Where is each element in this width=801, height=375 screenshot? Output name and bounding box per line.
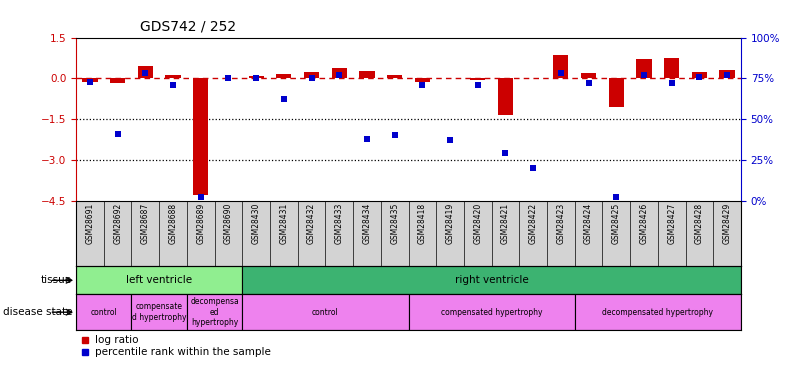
Point [111,131,124,137]
Point [666,80,678,86]
Text: GSM28429: GSM28429 [723,202,731,244]
Bar [304,72,319,78]
Text: GSM28430: GSM28430 [252,202,260,244]
Bar [110,78,125,83]
Point [471,82,484,88]
Point [167,82,179,88]
Bar [360,70,375,78]
Point [277,96,290,102]
Text: GSM28419: GSM28419 [445,202,454,244]
Point [250,75,263,81]
Bar [242,294,409,330]
Bar [409,294,575,330]
Point [360,136,373,142]
Bar [387,75,402,78]
Text: right ventricle: right ventricle [455,275,529,285]
Text: compensate
d hypertrophy: compensate d hypertrophy [132,303,187,322]
Text: compensated hypertrophy: compensated hypertrophy [441,308,542,316]
Bar [498,78,513,115]
Bar [193,78,208,195]
Point [83,78,96,84]
Point [388,132,401,138]
Bar [553,55,569,78]
Text: decompensa
ed
hypertrophy: decompensa ed hypertrophy [190,297,239,327]
Text: GSM28425: GSM28425 [612,202,621,244]
Point [527,165,540,171]
Bar [719,70,735,78]
Point [582,80,595,86]
Point [333,72,346,78]
Bar [332,68,347,78]
Bar [83,78,98,82]
Text: GSM28687: GSM28687 [141,202,150,244]
Text: control: control [91,308,117,316]
Text: GSM28689: GSM28689 [196,202,205,244]
Bar [76,294,131,330]
Text: GSM28688: GSM28688 [168,202,178,244]
Text: GSM28691: GSM28691 [86,202,95,244]
Text: GSM28422: GSM28422 [529,202,537,244]
Point [499,150,512,156]
Text: decompensated hypertrophy: decompensated hypertrophy [602,308,714,316]
Point [721,72,734,78]
Text: control: control [312,308,339,316]
Point [416,82,429,88]
Text: GSM28423: GSM28423 [557,202,566,244]
Text: GSM28690: GSM28690 [224,202,233,244]
Point [444,137,457,143]
Bar [575,294,741,330]
Text: GSM28692: GSM28692 [113,202,122,244]
Legend: log ratio, percentile rank within the sample: log ratio, percentile rank within the sa… [82,335,271,357]
Text: GSM28428: GSM28428 [695,202,704,244]
Text: GSM28431: GSM28431 [280,202,288,244]
Bar [609,78,624,107]
Point [554,70,567,76]
Bar [187,294,242,330]
Text: GSM28435: GSM28435 [390,202,399,244]
Point [139,70,151,76]
Text: GDS742 / 252: GDS742 / 252 [140,20,236,34]
Text: GSM28424: GSM28424 [584,202,593,244]
Text: GSM28433: GSM28433 [335,202,344,244]
Text: GSM28427: GSM28427 [667,202,676,244]
Bar [581,73,596,78]
Text: GSM28432: GSM28432 [307,202,316,244]
Text: GSM28418: GSM28418 [418,202,427,244]
Bar [76,266,242,294]
Bar [415,78,430,81]
Bar [242,266,741,294]
Bar [166,75,181,78]
Bar [138,66,153,78]
Text: left ventricle: left ventricle [126,275,192,285]
Point [305,75,318,81]
Bar [131,294,187,330]
Text: GSM28426: GSM28426 [639,202,649,244]
Bar [248,76,264,78]
Point [693,74,706,80]
Bar [692,72,707,78]
Text: GSM28434: GSM28434 [363,202,372,244]
Bar [664,58,679,78]
Point [610,194,622,200]
Text: disease state: disease state [2,307,72,317]
Text: tissue: tissue [41,275,72,285]
Bar [636,59,651,78]
Point [195,194,207,200]
Point [638,72,650,78]
Text: GSM28420: GSM28420 [473,202,482,244]
Bar [470,78,485,80]
Bar [276,74,292,78]
Point [222,75,235,81]
Text: GSM28421: GSM28421 [501,202,510,244]
